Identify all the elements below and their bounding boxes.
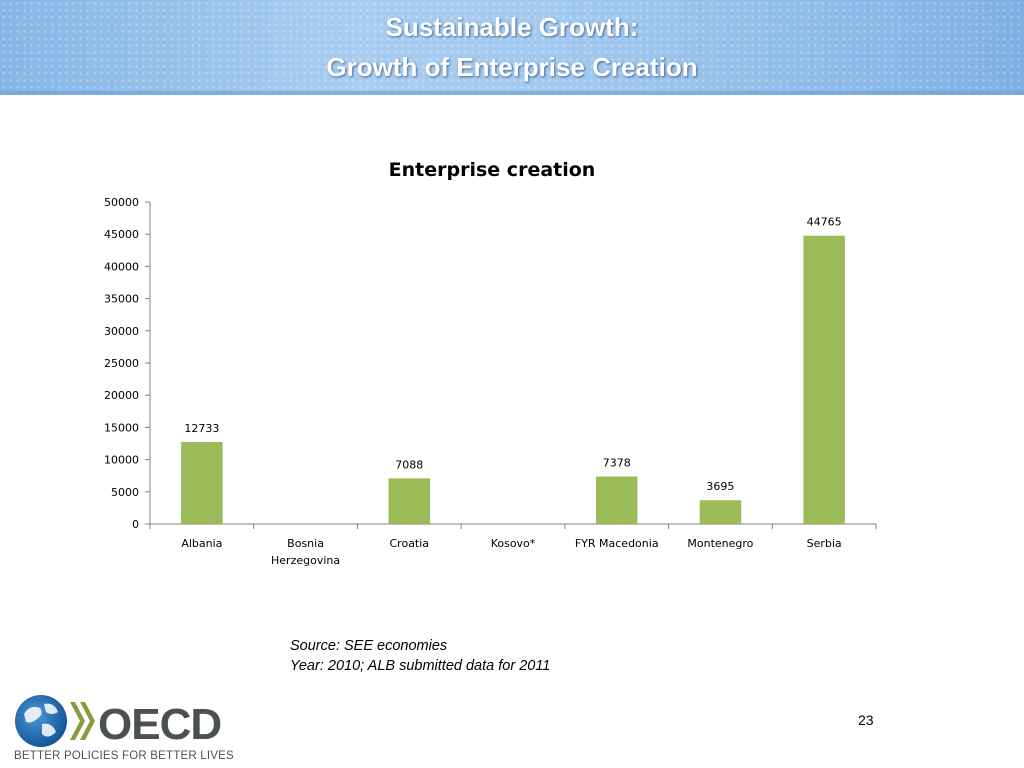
chart-labels: Albania 12733 Bosnia Herzegovina Croatia 7088…	[181, 216, 841, 567]
source-line: Source: SEE economies	[290, 638, 448, 654]
slide-title-line-2: Growth of Enterprise Creation	[326, 52, 698, 82]
source-note: Source: SEE economies Year: 2010; ALB su…	[290, 636, 550, 676]
x-category-label: FYR Macedonia	[575, 537, 659, 550]
y-tick-label: 35000	[104, 293, 139, 306]
data-label: 44765	[807, 216, 842, 229]
title-banner: Sustainable Growth: Growth of Enterprise…	[0, 0, 1024, 95]
bar	[699, 500, 742, 524]
y-tick-label: 30000	[104, 325, 139, 338]
chart-bars	[181, 235, 845, 525]
bar	[803, 235, 845, 525]
x-category-label: Bosnia	[287, 537, 324, 550]
page-number: 23	[858, 712, 874, 728]
enterprise-creation-chart: Enterprise creation 0 5000 10000 15000 20000…	[104, 159, 877, 567]
bar	[388, 478, 431, 524]
oecd-wordmark: OECD	[98, 700, 222, 749]
continents-icon	[24, 703, 58, 737]
x-category-label: Albania	[181, 537, 222, 550]
globe-icon	[15, 695, 67, 747]
y-tick-label: 5000	[111, 486, 139, 499]
y-tick-label: 40000	[104, 260, 139, 273]
x-category-label: Croatia	[390, 537, 430, 550]
x-category-label: Herzegovina	[271, 554, 340, 567]
y-tick-label: 0	[132, 518, 139, 531]
data-label: 12733	[184, 422, 219, 435]
x-category-label: Kosovo*	[491, 537, 536, 550]
chevron-icon	[70, 702, 85, 740]
slide-title-line-1: Sustainable Growth:	[385, 12, 639, 42]
bar	[181, 441, 223, 524]
oecd-logo	[15, 695, 95, 747]
data-label: 7378	[603, 456, 631, 469]
y-tick-label: 25000	[104, 357, 139, 370]
chart-axes: 0 5000 10000 15000 20000 25000 30000 35000 40000…	[104, 196, 877, 531]
oecd-tagline: BETTER POLICIES FOR BETTER LIVES	[14, 750, 234, 762]
data-label: 3695	[706, 480, 734, 493]
chart-title: Enterprise creation	[389, 159, 596, 181]
y-tick-label: 15000	[104, 421, 139, 434]
y-tick-label: 10000	[104, 454, 139, 467]
y-tick-label: 50000	[104, 196, 139, 209]
year-line: Year: 2010; ALB submitted data for 2011	[290, 658, 551, 674]
bar	[595, 476, 638, 524]
y-tick-label: 20000	[104, 389, 139, 402]
chevron-icon	[80, 702, 95, 740]
data-label: 7088	[395, 458, 423, 471]
x-category-label: Serbia	[807, 537, 842, 550]
x-category-label: Montenegro	[687, 537, 753, 550]
y-tick-label: 45000	[104, 228, 139, 241]
